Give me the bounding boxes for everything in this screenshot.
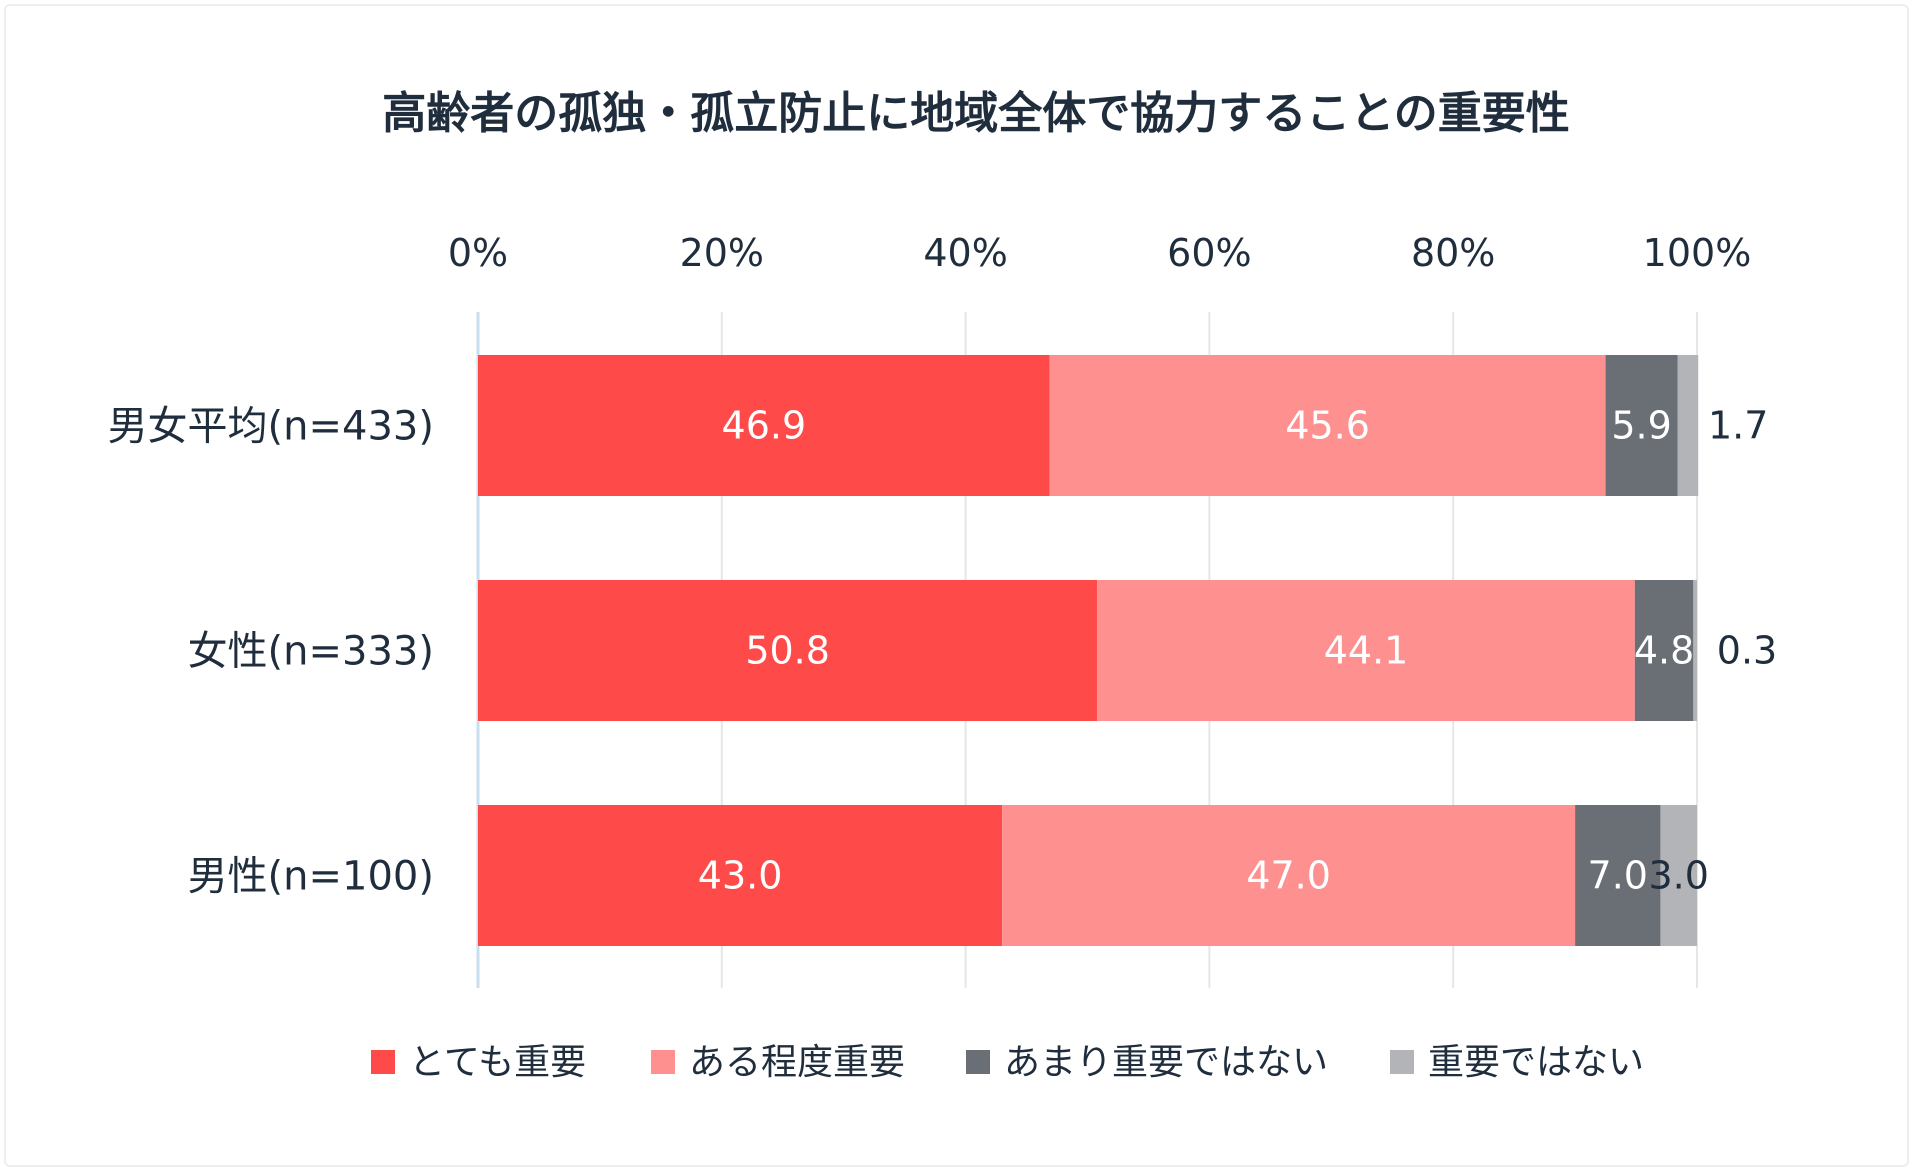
x-tick-label: 0% [448, 231, 508, 275]
bar-segment [1575, 805, 1661, 946]
x-tick-label: 40% [923, 231, 1007, 275]
chart-title: 高齢者の孤独・孤立防止に地域全体で協力することの重要性 [382, 88, 1570, 139]
data-label: 1.7 [1708, 404, 1768, 448]
data-label: 43.0 [698, 854, 783, 898]
data-label: 3.0 [1648, 854, 1708, 898]
data-labels: 46.9 45.6 5.9 1.7 50.8 44.1 4.8 0.3 43.0 47.0 7.0 3… [698, 404, 1777, 898]
bar-segment [478, 355, 1050, 496]
data-label: 46.9 [722, 404, 807, 448]
legend-swatch [371, 1050, 395, 1074]
chart-frame: 高齢者の孤独・孤立防止に地域全体で協力することの重要性 0% 20% 40% 60% 8… [4, 4, 1909, 1167]
bar-segment [1634, 580, 1694, 721]
category-label: 男性(n=100) [188, 854, 434, 900]
x-tick-label: 20% [680, 231, 764, 275]
data-label: 7.0 [1588, 854, 1648, 898]
category-label: 女性(n=333) [188, 629, 434, 675]
x-tick-label: 100% [1643, 231, 1752, 275]
data-label: 0.3 [1717, 629, 1777, 673]
bars [478, 355, 1699, 946]
category-label: 男女平均(n=433) [108, 404, 434, 450]
stacked-bar-chart: 高齢者の孤独・孤立防止に地域全体で協力することの重要性 0% 20% 40% 60% 8… [108, 88, 1778, 1083]
legend-swatch [1390, 1050, 1414, 1074]
legend-swatch [966, 1050, 990, 1074]
bar-segment [1605, 355, 1678, 496]
bar-segment [478, 805, 1003, 946]
legend-swatch [651, 1050, 675, 1074]
data-label: 47.0 [1246, 854, 1331, 898]
legend-label: 重要ではない [1428, 1042, 1644, 1083]
bar-segment [1660, 805, 1697, 946]
data-label: 50.8 [745, 629, 830, 673]
data-label: 5.9 [1611, 404, 1671, 448]
data-label: 45.6 [1285, 404, 1370, 448]
bar-segment [1677, 355, 1699, 496]
bar-segment [1097, 580, 1635, 721]
category-labels: 男女平均(n=433) 女性(n=333) 男性(n=100) [108, 404, 434, 900]
bar-segment [478, 580, 1098, 721]
legend-label: ある程度重要 [689, 1042, 905, 1083]
x-tick-label: 80% [1411, 231, 1495, 275]
bar-segment [1049, 355, 1606, 496]
bar-segment [1693, 580, 1697, 721]
x-axis-ticks: 0% 20% 40% 60% 80% 100% [448, 231, 1751, 275]
legend-label: あまり重要ではない [1004, 1042, 1328, 1083]
data-label: 4.8 [1634, 629, 1694, 673]
legend: とても重要 ある程度重要 あまり重要ではない 重要ではない [371, 1042, 1644, 1083]
x-tick-label: 60% [1167, 231, 1251, 275]
data-label: 44.1 [1324, 629, 1409, 673]
legend-label: とても重要 [409, 1042, 586, 1083]
bar-segment [1002, 805, 1576, 946]
